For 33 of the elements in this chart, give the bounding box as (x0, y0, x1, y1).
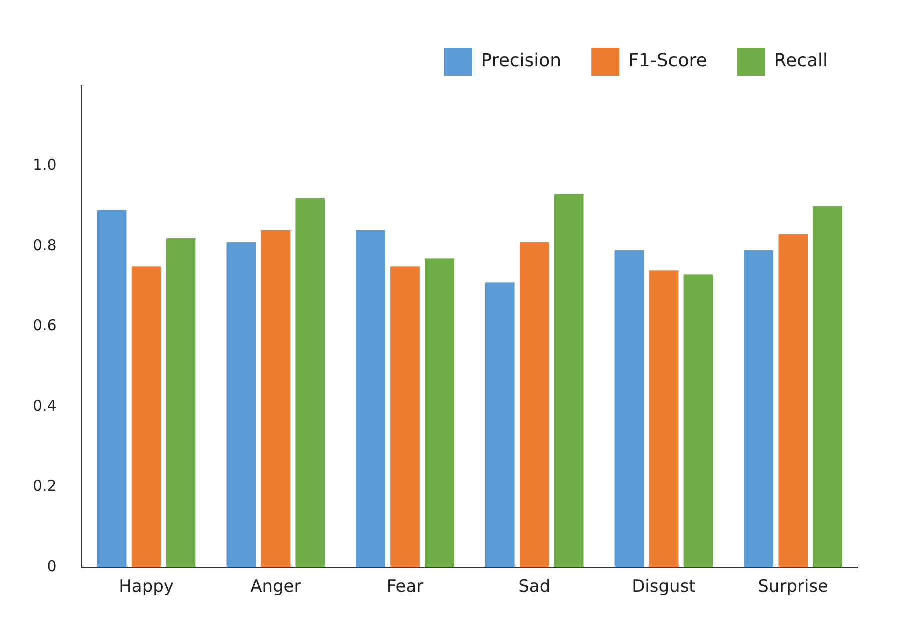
bar (744, 250, 774, 568)
bar (649, 270, 679, 568)
bar (684, 274, 714, 568)
legend-label: Precision (481, 50, 562, 72)
bar (554, 194, 584, 568)
y-tick-label: 0.4 (32, 396, 57, 415)
x-tick-label: Anger (250, 577, 302, 598)
x-tick-label: Disgust (632, 577, 696, 598)
bar (132, 266, 162, 568)
y-tick-label: 1.0 (32, 156, 57, 174)
bar (261, 230, 291, 568)
y-tick-label: 0.6 (32, 316, 57, 335)
bar (485, 282, 515, 568)
y-tick-label: 0 (47, 557, 57, 576)
x-tick-label: Fear (386, 577, 424, 598)
bar (778, 234, 808, 568)
bar (166, 238, 196, 568)
bar (296, 198, 326, 568)
legend-label: Recall (774, 50, 828, 72)
x-tick-label: Sad (518, 577, 551, 598)
bar (390, 266, 420, 568)
x-tick-label: Happy (119, 577, 174, 598)
bar (614, 250, 644, 568)
bar (813, 206, 842, 568)
bar (97, 210, 127, 568)
bar (520, 242, 550, 568)
x-tick-label: Surprise (758, 577, 829, 598)
y-tick-label: 0.8 (32, 236, 57, 254)
bar (226, 242, 256, 568)
y-tick-label: 0.2 (32, 477, 57, 496)
bar (356, 230, 386, 568)
bar (425, 258, 454, 568)
legend-label: F1-Score (628, 50, 708, 72)
